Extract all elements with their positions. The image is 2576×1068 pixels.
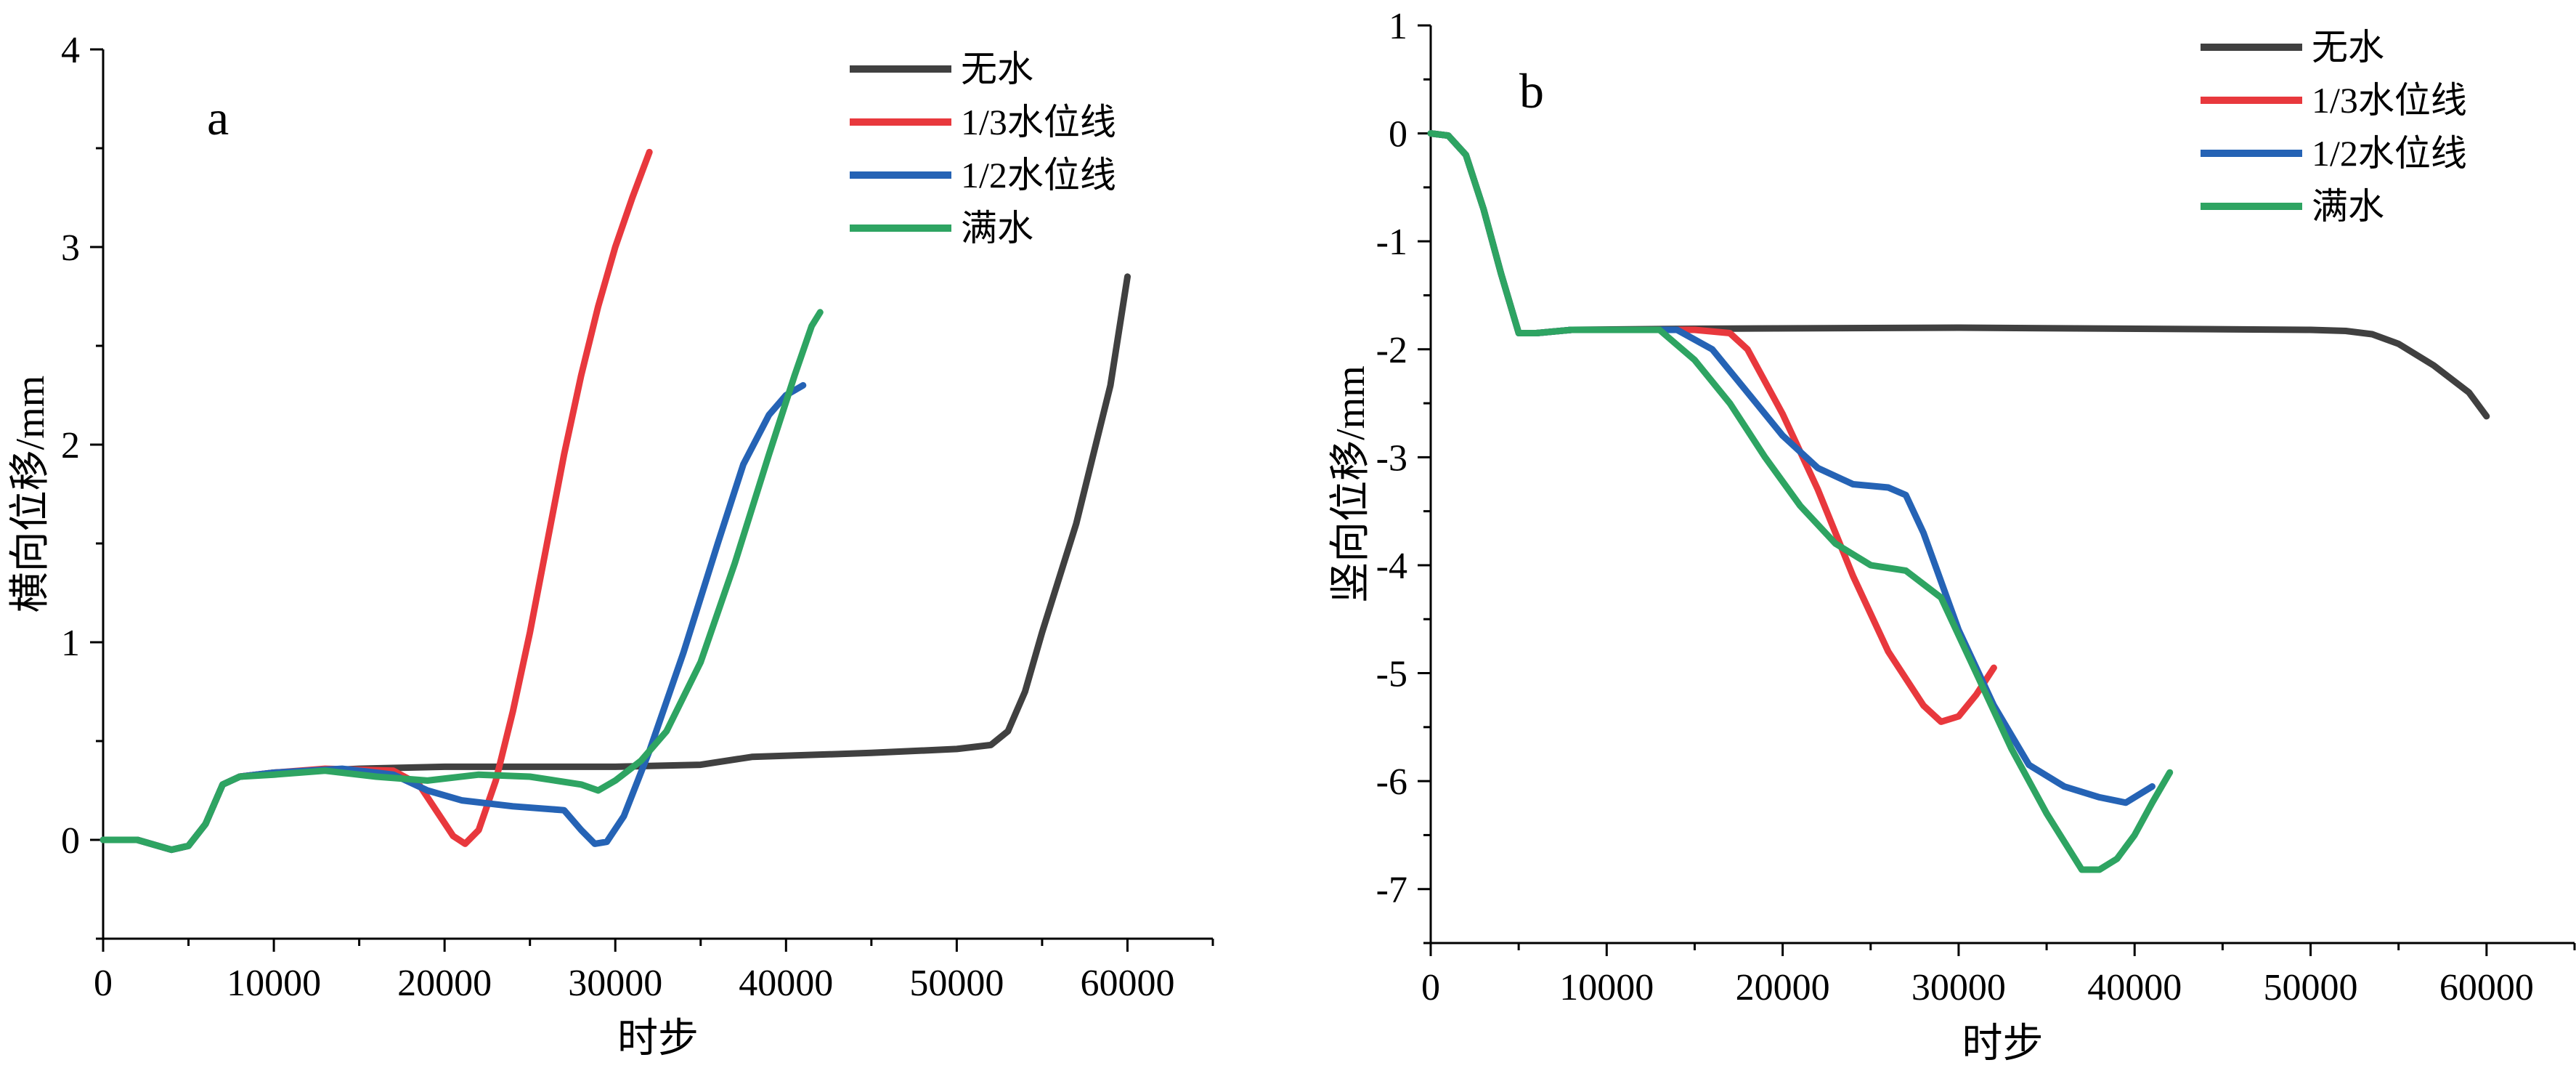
y-tick-label: -5: [1376, 654, 1407, 695]
y-tick-label: 4: [61, 30, 80, 71]
series-line-3: [99, 309, 824, 854]
x-tick-label: 30000: [568, 963, 662, 1004]
series-line-0: [1427, 130, 2490, 420]
x-tick-label: 60000: [1080, 963, 1174, 1004]
legend-label: 满水: [961, 208, 1033, 248]
y-tick-label: 1: [61, 623, 80, 664]
x-tick-label: 60000: [2439, 967, 2534, 1008]
y-tick-label: 1: [1389, 6, 1407, 47]
series-line-3: [1427, 130, 2174, 873]
panel-label: b: [1519, 63, 1544, 118]
series-line-1: [99, 148, 653, 854]
series-line-1: [1427, 130, 1997, 725]
x-tick-label: 0: [94, 963, 113, 1004]
legend-label: 1/2水位线: [2312, 133, 2467, 174]
legend-label: 无水: [2312, 27, 2384, 68]
y-tick-label: -6: [1376, 761, 1407, 803]
legend-label: 1/3水位线: [2312, 80, 2467, 121]
y-tick-label: -7: [1376, 870, 1407, 911]
x-axis-title: 时步: [617, 1016, 699, 1061]
panel-label: a: [207, 90, 229, 145]
x-tick-label: 50000: [909, 963, 1004, 1004]
y-tick-label: 0: [1389, 114, 1407, 155]
legend-label: 满水: [2312, 186, 2384, 227]
y-axis-title: 竖向位移/mm: [1328, 365, 1373, 603]
series-line-0: [99, 273, 1131, 854]
y-tick-label: -2: [1376, 330, 1407, 371]
x-tick-label: 20000: [1736, 967, 1830, 1008]
x-tick-label: 40000: [739, 963, 833, 1004]
legend-label: 无水: [961, 49, 1033, 89]
y-tick-label: -3: [1376, 437, 1407, 479]
y-tick-label: -1: [1376, 222, 1407, 263]
x-tick-label: 50000: [2264, 967, 2358, 1008]
x-tick-label: 10000: [227, 963, 321, 1004]
y-tick-label: 0: [61, 820, 80, 862]
chart-panel-a: 0 10000 20000 30000 40000 50000 60000 0 1 2 3 4 时步 横向…: [8, 30, 1214, 1061]
x-tick-label: 10000: [1559, 967, 1654, 1008]
series-line-2: [1427, 130, 2156, 806]
x-tick-label: 0: [1421, 967, 1440, 1008]
x-tick-label: 20000: [397, 963, 492, 1004]
y-tick-label: 3: [61, 227, 80, 269]
y-tick-label: -4: [1376, 546, 1407, 587]
x-tick-label: 40000: [2087, 967, 2182, 1008]
x-axis-title: 时步: [1962, 1022, 2044, 1067]
y-axis-title: 横向位移/mm: [8, 376, 53, 613]
y-tick-label: 2: [61, 425, 80, 466]
legend-label: 1/3水位线: [961, 102, 1116, 142]
x-tick-label: 30000: [1911, 967, 2006, 1008]
legend-label: 1/2水位线: [961, 155, 1116, 195]
chart-panel-b: 0 10000 20000 30000 40000 50000 60000 1 0 -1 -2 -3 -…: [1328, 6, 2576, 1067]
